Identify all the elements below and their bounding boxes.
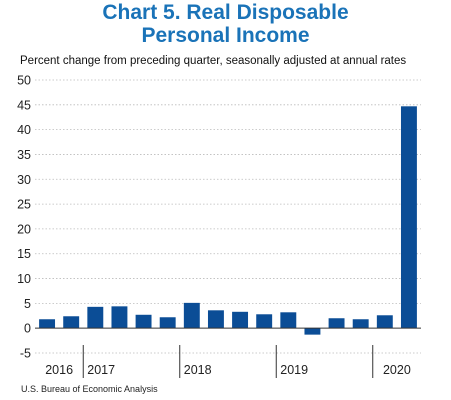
x-year-label: 2020	[383, 363, 411, 377]
bar	[207, 310, 224, 329]
y-tick-label: 0	[24, 322, 31, 336]
y-tick-label: 25	[17, 198, 31, 212]
y-tick-label: 10	[17, 272, 31, 286]
x-axis	[35, 327, 421, 378]
y-tick-label: 45	[17, 98, 31, 112]
bar	[159, 317, 176, 329]
y-tick-label: 15	[17, 247, 31, 261]
chart-title-line-1: Chart 5. Real Disposable	[102, 1, 349, 24]
y-tick-label: 35	[17, 148, 31, 162]
chart-title-line-2: Personal Income	[141, 24, 310, 47]
chart-subtitle: Percent change from preceding quarter, s…	[20, 55, 407, 67]
y-tick-label: 5	[24, 297, 31, 311]
x-year-labels: 2016 2017 2018 2019 2020	[45, 363, 411, 377]
bar	[232, 311, 249, 329]
gridlines	[35, 79, 421, 354]
source-note: U.S. Bureau of Economic Analysis	[21, 384, 158, 394]
bar	[135, 314, 152, 329]
bar	[376, 315, 393, 329]
x-year-label: 2018	[184, 363, 212, 377]
x-year-label: 2019	[280, 363, 308, 377]
y-tick-labels: -5 0 5 10 15 20 25 30 35 40 45 50	[17, 74, 31, 361]
bar	[87, 306, 104, 329]
bar	[328, 318, 345, 329]
bar	[39, 319, 56, 329]
y-tick-label: 20	[17, 222, 31, 236]
bar	[63, 316, 80, 329]
x-year-label: 2016	[45, 363, 73, 377]
y-tick-label: 30	[17, 173, 31, 187]
bars	[39, 106, 417, 335]
bar	[183, 302, 200, 329]
bar	[400, 106, 417, 329]
y-tick-label: 50	[17, 74, 31, 88]
y-tick-label: 40	[17, 123, 31, 137]
x-year-label: 2017	[87, 363, 115, 377]
bar	[352, 319, 369, 329]
bar	[280, 312, 297, 329]
bar	[304, 328, 321, 335]
bar	[111, 306, 128, 329]
y-tick-label: -5	[20, 347, 31, 361]
bar	[256, 314, 273, 329]
